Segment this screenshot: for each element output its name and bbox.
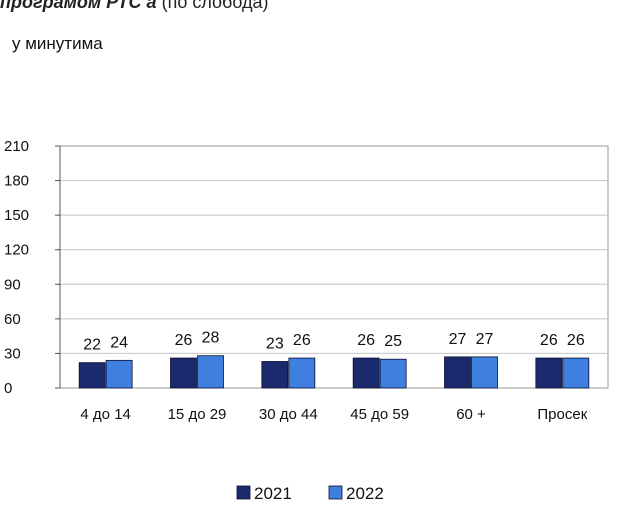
legend-swatch-2022 [328, 485, 343, 500]
data-label: 27 [476, 331, 494, 348]
data-label: 26 [293, 332, 311, 349]
data-label: 23 [266, 335, 284, 352]
labels-layer: 210 180 150 120 90 60 30 0 22 24 4 до 14 26 28 15 до … [4, 138, 588, 423]
chart-caption-rest: (по слобода) [161, 0, 269, 12]
y-unit-label: у минутима [12, 34, 103, 53]
data-label: 26 [540, 332, 558, 349]
bar-2022-1 [197, 355, 224, 389]
bar-2021-1 [170, 357, 197, 389]
y-tick-label: 90 [4, 276, 21, 293]
bar-2022-5 [562, 357, 590, 389]
x-tick-label: 15 до 29 [168, 406, 227, 423]
y-tick-label: 150 [4, 207, 29, 224]
y-tick-label: 180 [4, 173, 29, 190]
bar-2021-3 [352, 357, 380, 389]
y-tick-label: 30 [4, 345, 21, 362]
legend: 2021 2022 [236, 484, 384, 503]
bar-2021-2 [261, 361, 289, 389]
grid-layer [55, 145, 609, 389]
data-label: 25 [384, 333, 402, 350]
x-tick-label: 45 до 59 [350, 406, 409, 423]
legend-label-2022: 2022 [346, 484, 384, 503]
plot-frame [59, 145, 609, 389]
bar-2022-4 [471, 356, 498, 389]
y-tick-label: 120 [4, 242, 29, 259]
x-tick-label: 60 + [456, 406, 486, 423]
y-tick-label: 60 [4, 311, 21, 328]
x-tick-label: Просек [537, 406, 587, 423]
bar-2022-3 [379, 358, 407, 389]
bars-layer [78, 355, 590, 389]
bar-2022-0 [105, 359, 133, 389]
bar-2021-5 [535, 357, 563, 389]
legend-label-2021: 2021 [254, 484, 292, 503]
y-tick-label: 0 [4, 380, 12, 397]
data-label: 27 [449, 331, 467, 348]
y-tick-label: 210 [4, 138, 29, 155]
legend-swatch-2021 [236, 485, 251, 500]
bar-2021-0 [78, 362, 106, 389]
bar-2022-2 [288, 357, 316, 389]
data-label: 24 [110, 334, 128, 351]
data-label: 26 [357, 332, 375, 349]
data-label: 26 [567, 332, 585, 349]
x-tick-label: 30 до 44 [259, 406, 318, 423]
data-label: 22 [83, 337, 101, 354]
data-label: 26 [175, 332, 193, 349]
data-label: 28 [202, 330, 220, 347]
chart-caption: програмом РТС а (по слобода) [0, 0, 268, 13]
bar-2021-4 [444, 356, 471, 389]
chart-caption-bold: програмом РТС а [0, 0, 157, 12]
x-tick-label: 4 до 14 [80, 406, 130, 423]
